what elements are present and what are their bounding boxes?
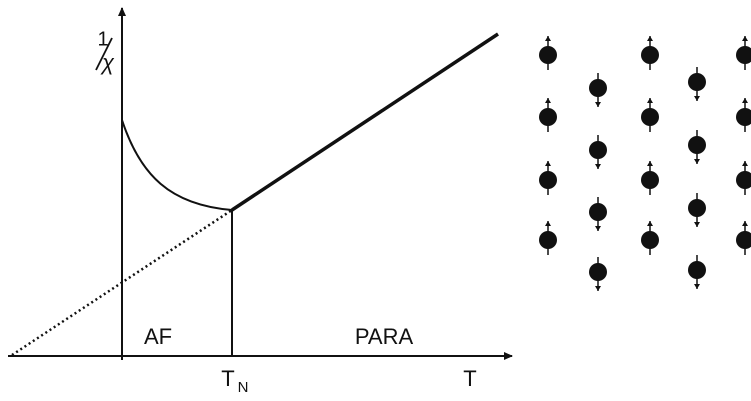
- spin-arrowhead: [742, 98, 748, 103]
- spin-arrowhead: [595, 164, 601, 169]
- spin-atom: [589, 263, 607, 281]
- spin-atom: [736, 171, 751, 189]
- spin-arrowhead: [742, 221, 748, 226]
- transition-subscript: N: [238, 379, 249, 396]
- spin-atom: [688, 136, 706, 154]
- y-label-slash: [95, 37, 113, 71]
- spin-arrowhead: [647, 98, 653, 103]
- spin-atom: [641, 108, 659, 126]
- y-label-numerator: 1: [97, 28, 108, 50]
- spin-atom: [539, 231, 557, 249]
- spin-atom: [539, 171, 557, 189]
- y-label-denominator: χ: [100, 50, 115, 75]
- spin-arrowhead: [694, 284, 700, 289]
- spin-atom: [688, 261, 706, 279]
- para-line: [231, 32, 499, 212]
- spin-arrowhead: [647, 221, 653, 226]
- transition-symbol: T: [221, 366, 234, 391]
- spin-atom: [736, 108, 751, 126]
- spin-arrowhead: [742, 36, 748, 41]
- spin-atom: [589, 79, 607, 97]
- spin-lattice: [539, 36, 751, 291]
- spin-arrowhead: [694, 159, 700, 164]
- region-label: PARA: [355, 324, 414, 349]
- spin-arrowhead: [545, 36, 551, 41]
- spin-atom: [539, 46, 557, 64]
- spin-atom: [641, 171, 659, 189]
- af-curve: [121, 119, 233, 211]
- spin-atom: [688, 199, 706, 217]
- spin-arrowhead: [545, 161, 551, 166]
- extrapolation-line: [11, 208, 233, 357]
- spin-arrowhead: [545, 221, 551, 226]
- x-axis-label: T: [463, 366, 476, 391]
- spin-arrowhead: [595, 102, 601, 107]
- spin-atom: [641, 231, 659, 249]
- spin-arrowhead: [694, 222, 700, 227]
- spin-atom: [589, 203, 607, 221]
- spin-atom: [736, 231, 751, 249]
- spin-arrowhead: [694, 96, 700, 101]
- spin-arrowhead: [595, 286, 601, 291]
- spin-arrowhead: [742, 161, 748, 166]
- spin-arrowhead: [545, 98, 551, 103]
- spin-arrowhead: [647, 161, 653, 166]
- region-label: AF: [144, 324, 172, 349]
- spin-arrowhead: [647, 36, 653, 41]
- spin-arrowhead: [595, 226, 601, 231]
- spin-atom: [539, 108, 557, 126]
- spin-atom: [736, 46, 751, 64]
- spin-atom: [641, 46, 659, 64]
- spin-atom: [688, 73, 706, 91]
- spin-atom: [589, 141, 607, 159]
